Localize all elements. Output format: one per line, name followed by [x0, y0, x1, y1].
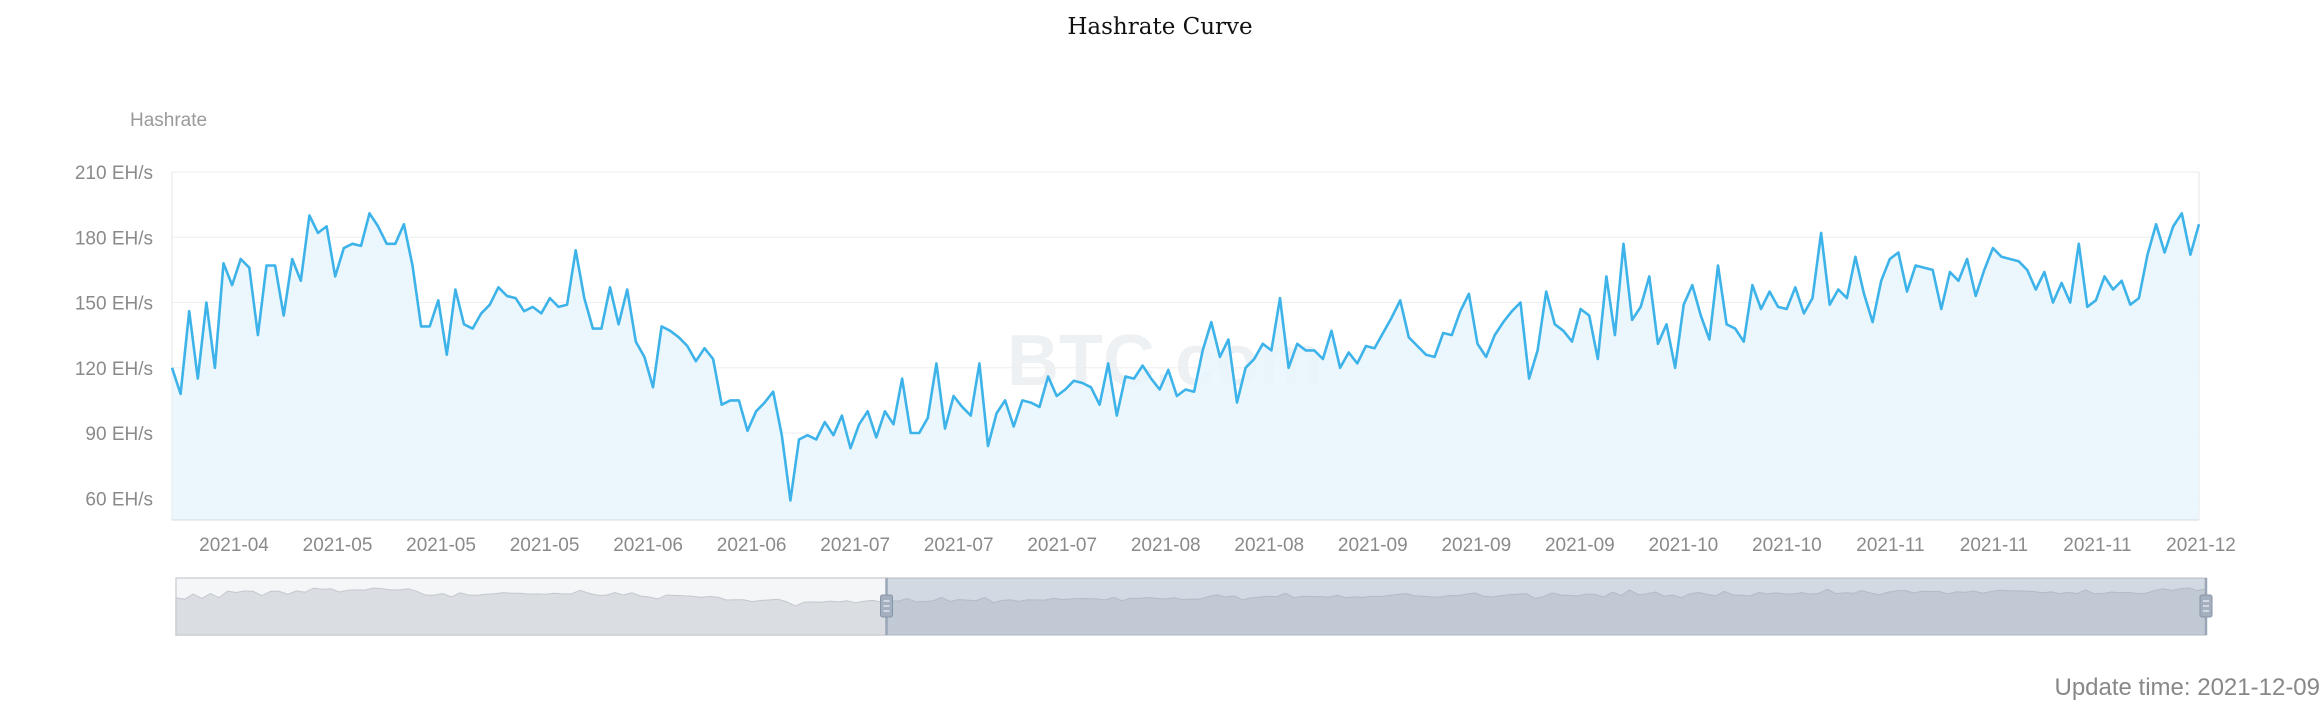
x-tick-label: 2021-10: [1649, 535, 1719, 556]
x-tick-label: 2021-11: [2063, 535, 2131, 556]
x-tick-label: 2021-07: [820, 535, 890, 556]
x-tick-label: 2021-12: [2166, 535, 2236, 556]
x-axis: 2021-04 2021-05 2021-05 2021-05 2021-06 2021-…: [172, 519, 2236, 556]
x-tick-label: 2021-05: [303, 535, 373, 556]
x-tick-label: 2021-11: [1960, 535, 2028, 556]
x-tick-label: 2021-04: [199, 535, 269, 556]
y-tick-label: 90 EH/s: [85, 424, 153, 445]
x-tick-label: 2021-08: [1131, 535, 1201, 556]
x-tick-label: 2021-08: [1234, 535, 1304, 556]
series-area-fill: [172, 213, 2199, 521]
y-axis-label: Hashrate: [130, 110, 207, 131]
x-tick-label: 2021-06: [717, 535, 787, 556]
x-tick-label: 2021-05: [510, 535, 580, 556]
y-tick-label: 210 EH/s: [75, 163, 153, 184]
zoom-selected-range[interactable]: [886, 578, 2207, 635]
y-tick-label: 180 EH/s: [75, 228, 153, 249]
y-tick-label: 60 EH/s: [85, 489, 153, 510]
x-tick-label: 2021-07: [1027, 535, 1097, 556]
series-area: [170, 212, 2201, 521]
x-tick-label: 2021-05: [406, 535, 476, 556]
y-tick-label: 120 EH/s: [75, 359, 153, 380]
x-tick-label: 2021-09: [1545, 535, 1615, 556]
x-tick-label: 2021-10: [1752, 535, 1822, 556]
y-axis: 60 EH/s 90 EH/s 120 EH/s 150 EH/s 180 EH/s 21…: [75, 163, 153, 510]
x-tick-label: 2021-11: [1856, 535, 1924, 556]
chart-title: Hashrate Curve: [1067, 14, 1253, 40]
data-zoom-slider[interactable]: [175, 577, 2213, 636]
x-tick-label: 2021-07: [924, 535, 994, 556]
x-tick-label: 2021-09: [1338, 535, 1408, 556]
y-tick-label: 150 EH/s: [75, 294, 153, 315]
update-time: Update time: 2021-12-09: [2054, 674, 2320, 701]
x-tick-label: 2021-06: [613, 535, 683, 556]
x-tick-label: 2021-09: [1441, 535, 1511, 556]
zoom-preview: [175, 587, 2207, 636]
series-line: [170, 212, 2201, 502]
